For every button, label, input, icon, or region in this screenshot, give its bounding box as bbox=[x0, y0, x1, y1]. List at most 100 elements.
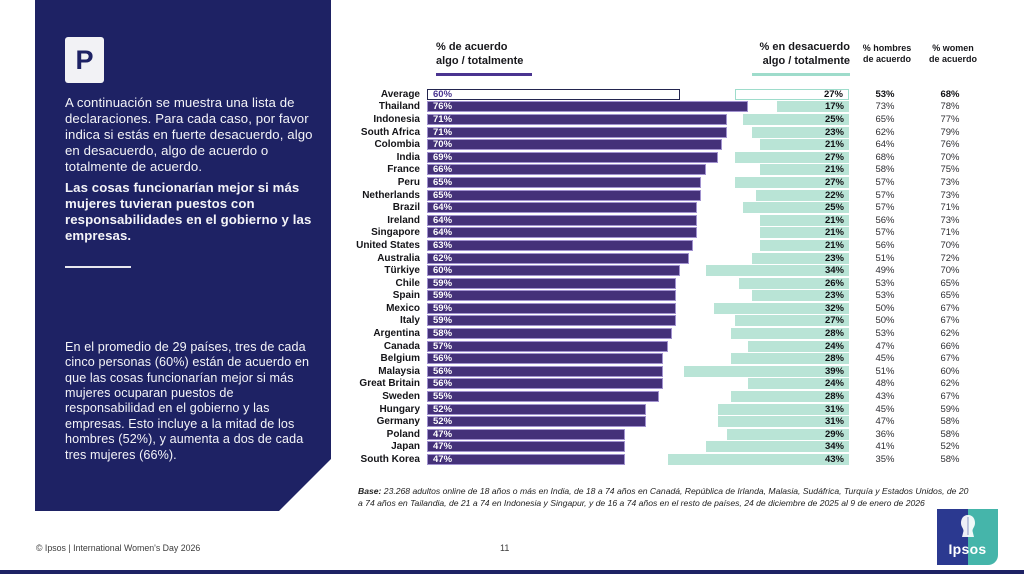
men-value: 64% bbox=[875, 139, 895, 151]
agree-bar: 70% bbox=[427, 139, 722, 151]
country-label: Australia bbox=[377, 252, 420, 264]
bar-track: 55% 28% bbox=[427, 391, 849, 403]
disagree-bar: 32% bbox=[714, 302, 849, 314]
bar-track: 76% 17% bbox=[427, 101, 849, 113]
country-label: Germany bbox=[376, 416, 420, 428]
agree-bar: 76% bbox=[427, 101, 748, 113]
bar-track: 60% 27% bbox=[427, 88, 849, 100]
summary-text: En el promedio de 29 países, tres de cad… bbox=[65, 340, 310, 462]
bar-track: 60% 34% bbox=[427, 265, 849, 277]
disagree-bar: 34% bbox=[706, 265, 849, 277]
bar-track: 59% 26% bbox=[427, 277, 849, 289]
agree-bar: 65% bbox=[427, 176, 701, 188]
agree-value: 71% bbox=[433, 113, 453, 125]
agree-bar: 62% bbox=[427, 252, 689, 264]
agree-value: 59% bbox=[433, 277, 453, 289]
chart-row: Indonesia 71% 25% 65% 77% bbox=[0, 113, 1000, 126]
agree-value: 56% bbox=[433, 365, 453, 377]
agree-bar: 56% bbox=[427, 353, 663, 365]
country-label: France bbox=[387, 164, 420, 176]
men-value: 43% bbox=[875, 391, 895, 403]
disagree-value: 17% bbox=[824, 101, 844, 113]
disagree-bar: 21% bbox=[760, 227, 849, 239]
disagree-value: 23% bbox=[824, 252, 844, 264]
agree-header-line1: % de acuerdo bbox=[436, 41, 508, 53]
question-panel: P A continuación se muestra una lista de… bbox=[35, 0, 331, 511]
agree-bar: 56% bbox=[427, 378, 663, 390]
agree-bar: 64% bbox=[427, 202, 697, 214]
disagree-value: 21% bbox=[824, 227, 844, 239]
disagree-bar: 21% bbox=[760, 214, 849, 226]
country-label: Ireland bbox=[387, 214, 420, 226]
women-value: 52% bbox=[940, 441, 960, 453]
chart-row: Argentina 58% 28% 53% 62% bbox=[0, 327, 1000, 340]
agree-bar: 52% bbox=[427, 403, 646, 415]
chart-row: Poland 47% 29% 36% 58% bbox=[0, 428, 1000, 441]
bar-track: 70% 21% bbox=[427, 139, 849, 151]
bar-track: 71% 23% bbox=[427, 126, 849, 138]
women-value: 62% bbox=[940, 378, 960, 390]
disagree-bar: 24% bbox=[748, 378, 849, 390]
chart-row: United States 63% 21% 56% 70% bbox=[0, 239, 1000, 252]
disagree-value: 21% bbox=[824, 139, 844, 151]
disagree-value: 21% bbox=[824, 214, 844, 226]
agree-bar: 56% bbox=[427, 365, 663, 377]
agree-header-line2: algo / totalmente bbox=[436, 54, 524, 67]
bar-track: 59% 27% bbox=[427, 315, 849, 327]
disagree-value: 21% bbox=[824, 164, 844, 176]
country-label: Sweden bbox=[382, 391, 420, 403]
agree-value: 58% bbox=[433, 328, 453, 340]
women-value: 77% bbox=[940, 113, 960, 125]
women-header-line2: de acuerdo bbox=[928, 54, 977, 65]
disagree-value: 26% bbox=[824, 277, 844, 289]
men-value: 58% bbox=[875, 164, 895, 176]
women-value: 58% bbox=[940, 428, 960, 440]
disagree-bar: 23% bbox=[752, 290, 849, 302]
women-value: 65% bbox=[940, 277, 960, 289]
bar-track: 47% 29% bbox=[427, 428, 849, 440]
disagree-value: 21% bbox=[824, 239, 844, 251]
men-value: 57% bbox=[875, 189, 895, 201]
disagree-bar: 21% bbox=[760, 239, 849, 251]
men-value: 53% bbox=[875, 277, 895, 289]
country-label: Argentina bbox=[373, 328, 420, 340]
p-badge: P bbox=[65, 37, 104, 83]
women-value: 73% bbox=[940, 189, 960, 201]
country-label: Singapore bbox=[371, 227, 420, 239]
men-value: 47% bbox=[875, 340, 895, 352]
logo-wordmark: Ipsos bbox=[948, 541, 987, 557]
disagree-value: 25% bbox=[824, 202, 844, 214]
agree-value: 69% bbox=[433, 151, 453, 163]
agree-value: 76% bbox=[433, 101, 453, 113]
chart-row: South Africa 71% 23% 62% 79% bbox=[0, 126, 1000, 139]
disagree-bar: 27% bbox=[735, 151, 849, 163]
women-value: 73% bbox=[940, 176, 960, 188]
women-value: 66% bbox=[940, 340, 960, 352]
agree-bar: 71% bbox=[427, 126, 727, 138]
chart-row: Belgium 56% 28% 45% 67% bbox=[0, 352, 1000, 365]
disagree-value: 24% bbox=[824, 378, 844, 390]
disagree-bar: 17% bbox=[777, 101, 849, 113]
bar-track: 47% 43% bbox=[427, 454, 849, 466]
agree-bar: 60% bbox=[427, 265, 680, 277]
disagree-bar: 27% bbox=[735, 315, 849, 327]
men-value: 53% bbox=[875, 290, 895, 302]
disagree-value: 27% bbox=[824, 176, 844, 188]
country-label: Italy bbox=[399, 315, 420, 327]
agree-bar: 71% bbox=[427, 113, 727, 125]
agree-bar: 60% bbox=[427, 88, 680, 100]
women-value: 58% bbox=[940, 454, 960, 466]
bar-track: 65% 22% bbox=[427, 189, 849, 201]
agree-value: 52% bbox=[433, 416, 453, 428]
country-label: Belgium bbox=[380, 353, 420, 365]
disagree-bar: 28% bbox=[731, 328, 849, 340]
chart-row: Italy 59% 27% 50% 67% bbox=[0, 315, 1000, 328]
men-value: 57% bbox=[875, 227, 895, 239]
agree-value: 59% bbox=[433, 302, 453, 314]
chart-row: Singapore 64% 21% 57% 71% bbox=[0, 227, 1000, 240]
chart-row: Japan 47% 34% 41% 52% bbox=[0, 441, 1000, 454]
chart-row: Mexico 59% 32% 50% 67% bbox=[0, 302, 1000, 315]
country-label: India bbox=[396, 151, 420, 163]
chart-row: Malaysia 56% 39% 51% 60% bbox=[0, 365, 1000, 378]
bar-track: 64% 21% bbox=[427, 214, 849, 226]
